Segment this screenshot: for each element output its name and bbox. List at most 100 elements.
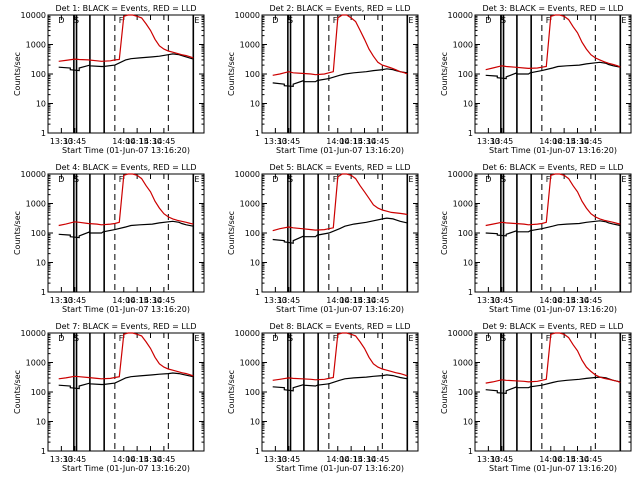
chart-title: Det 7: BLACK = Events, RED = LLD [56,322,197,331]
x-tick-label: 14:00 [326,455,349,464]
y-tick-label: 100 [245,388,260,397]
chart-panel-9: Det 9: BLACK = Events, RED = LLD 1 10 100 10… [440,322,632,473]
x-tick-label: 14:15 [340,455,363,464]
y-tick-label: 10000 [21,329,46,338]
x-axis-label: Start Time (01-Jun-07 13:16:20) [62,464,190,473]
y-axis-label: Counts/sec [227,370,236,414]
x-tick-label: 14:00 [112,455,135,464]
x-tick-label: 13:45 [277,455,300,464]
x-tick-label: 14:00 [539,455,562,464]
x-tick-label: 14:45 [366,137,389,146]
x-axis-label: Start Time (01-Jun-07 13:16:20) [276,305,404,314]
event-marker: E [194,16,199,25]
x-tick-label: 14:15 [126,296,149,305]
series-line-events [58,220,194,239]
x-tick-label: 14:45 [579,455,602,464]
x-tick-label: 14:30 [139,137,162,146]
y-axis-label: Counts/sec [13,370,22,414]
event-marker: E [408,175,413,184]
y-tick-label: 1 [468,447,473,456]
y-tick-label: 1 [41,447,46,456]
event-marker: D [485,175,491,184]
x-tick-label: 14:15 [553,455,576,464]
series-line-lld [485,332,621,384]
event-marker: D [58,334,64,343]
x-tick-label: 14:30 [139,455,162,464]
x-tick-label: 13:30 [477,137,500,146]
y-tick-label: 100 [31,229,46,238]
chart-title: Det 1: BLACK = Events, RED = LLD [56,4,197,13]
event-marker: E [408,334,413,343]
y-tick-label: 100 [245,229,260,238]
event-marker: D [58,16,64,25]
series-line-lld [485,173,621,227]
event-marker: S [288,334,293,343]
event-marker: S [501,16,506,25]
y-tick-label: 1000 [453,41,473,50]
y-tick-label: 1000 [26,41,46,50]
y-tick-label: 1000 [453,359,473,368]
x-axis-label: Start Time (01-Jun-07 13:16:20) [276,464,404,473]
x-tick-label: 14:30 [139,296,162,305]
event-marker: D [485,334,491,343]
plot-frame [474,332,632,452]
y-axis-label: Counts/sec [440,370,449,414]
y-tick-label: 1000 [240,200,260,209]
y-tick-label: 10000 [448,170,473,179]
y-tick-label: 1000 [26,200,46,209]
series-line-lld [272,332,408,381]
x-tick-label: 14:15 [340,296,363,305]
chart-title: Det 5: BLACK = Events, RED = LLD [270,163,411,172]
series-line-events [272,374,408,392]
plot-frame [47,332,205,452]
x-axis-label: Start Time (01-Jun-07 13:16:20) [62,305,190,314]
event-marker: S [288,175,293,184]
chart-panel-3: Det 3: BLACK = Events, RED = LLD 1 10 100 10… [440,4,632,155]
plot-frame [261,173,419,293]
series-line-events [485,376,621,394]
chart-panel-1: Det 1: BLACK = Events, RED = LLD 1 10 100 10… [13,4,205,155]
y-tick-label: 10000 [21,11,46,20]
y-tick-label: 10 [463,100,473,109]
y-tick-label: 10 [463,418,473,427]
y-tick-label: 10000 [448,329,473,338]
event-marker: F [119,334,124,343]
event-marker: D [272,175,278,184]
y-tick-label: 10 [250,259,260,268]
chart-panel-8: Det 8: BLACK = Events, RED = LLD 1 10 100 10… [227,322,419,473]
y-axis-label: Counts/sec [13,52,22,96]
x-axis-label: Start Time (01-Jun-07 13:16:20) [489,464,617,473]
y-tick-label: 10000 [448,11,473,20]
y-axis-label: Counts/sec [440,52,449,96]
event-marker: F [119,16,124,25]
event-marker: F [333,175,338,184]
series-line-events [485,61,621,80]
event-marker: F [119,175,124,184]
chart-panel-5: Det 5: BLACK = Events, RED = LLD 1 10 100 10… [227,163,419,314]
x-tick-label: 13:30 [50,455,73,464]
x-tick-label: 14:00 [112,296,135,305]
chart-panel-6: Det 6: BLACK = Events, RED = LLD 1 10 100 10… [440,163,632,314]
series-line-events [272,217,408,244]
event-marker: F [333,16,338,25]
chart-title: Det 4: BLACK = Events, RED = LLD [56,163,197,172]
event-marker: S [74,334,79,343]
event-marker: S [288,16,293,25]
series-line-events [485,220,621,237]
y-tick-label: 1000 [240,359,260,368]
chart-title: Det 3: BLACK = Events, RED = LLD [483,4,624,13]
series-line-lld [272,14,408,76]
x-tick-label: 14:30 [353,296,376,305]
event-marker: F [546,16,551,25]
x-tick-label: 14:45 [366,455,389,464]
chart-panel-7: Det 7: BLACK = Events, RED = LLD 1 10 100 10… [13,322,205,473]
y-tick-label: 100 [458,388,473,397]
x-axis-label: Start Time (01-Jun-07 13:16:20) [489,146,617,155]
x-tick-label: 13:30 [477,296,500,305]
y-tick-label: 10000 [235,11,260,20]
y-tick-label: 100 [31,388,46,397]
x-tick-label: 14:30 [566,455,589,464]
x-tick-label: 14:15 [340,137,363,146]
x-tick-label: 14:45 [152,296,175,305]
event-marker: D [485,16,491,25]
